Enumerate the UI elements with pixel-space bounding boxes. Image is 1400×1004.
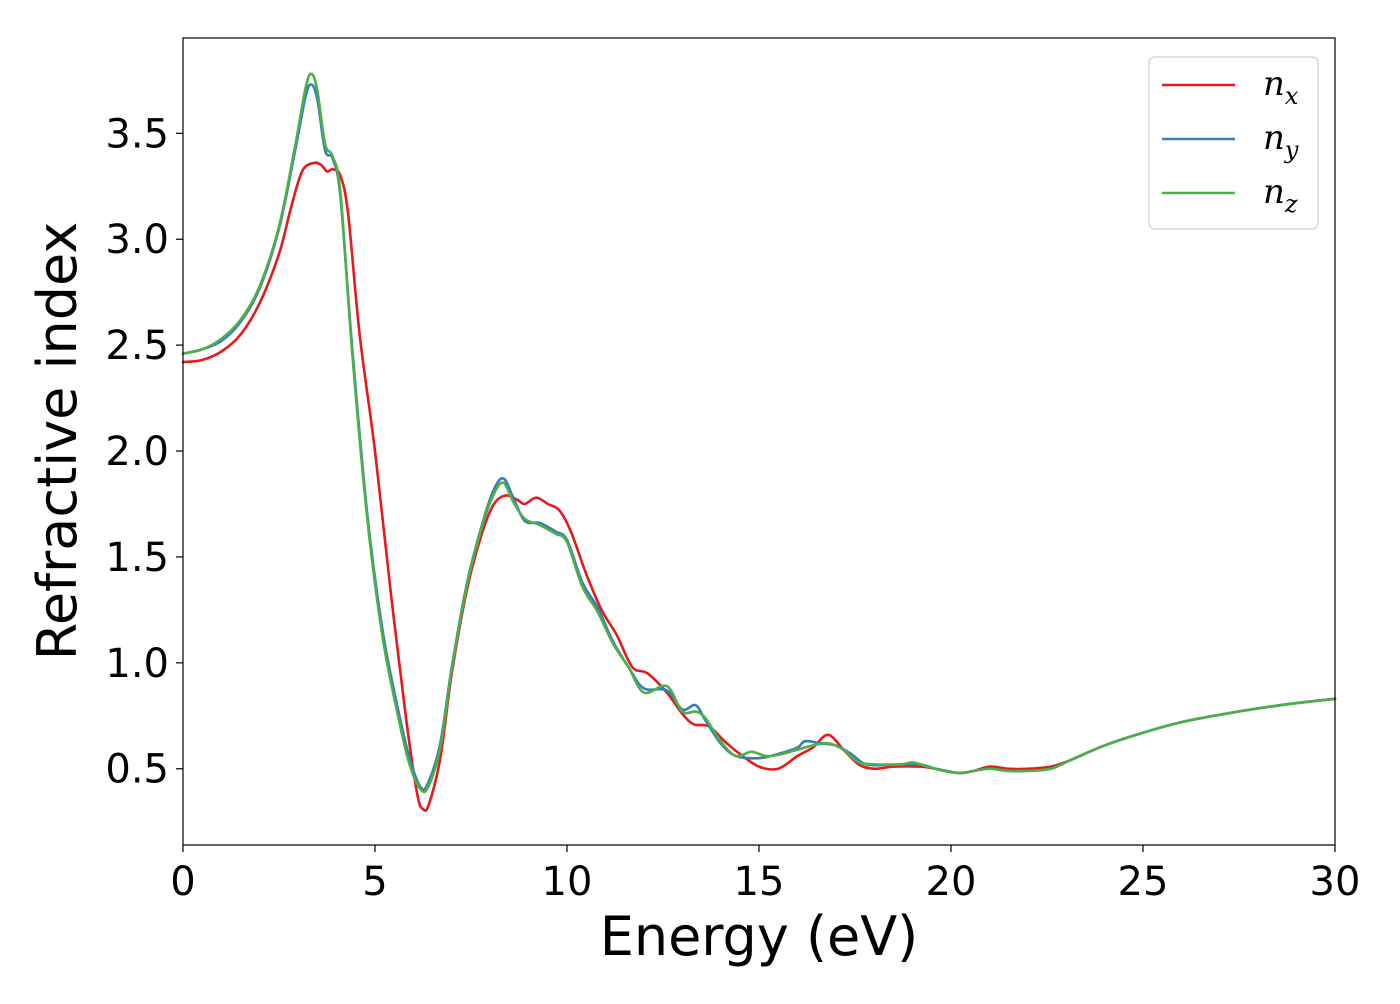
x-tick-label: 15 xyxy=(734,859,785,905)
x-tick-label: 5 xyxy=(362,859,387,905)
y-axis-ticks: 0.5 1.0 1.5 2.0 2.5 3.0 3.5 xyxy=(105,111,183,793)
legend-label-z: nz xyxy=(1263,172,1298,218)
y-tick-label: 3.0 xyxy=(105,217,169,263)
x-tick-label: 10 xyxy=(542,859,593,905)
series-line-n-x xyxy=(181,161,1337,813)
y-axis-title: Refractive index xyxy=(26,222,89,661)
legend: nx ny nz xyxy=(1148,56,1319,230)
x-axis-title: Energy (eV) xyxy=(600,905,919,968)
x-tick-label: 30 xyxy=(1310,859,1361,905)
legend-label-x: nx xyxy=(1263,64,1299,110)
x-tick-label: 25 xyxy=(1118,859,1169,905)
series-layer xyxy=(181,72,1337,813)
x-axis-ticks: 0 5 10 15 20 25 30 xyxy=(170,845,1360,905)
y-tick-label: 0.5 xyxy=(105,747,169,793)
x-tick-label: 20 xyxy=(926,859,977,905)
series-line-n-z xyxy=(181,72,1337,794)
x-tick-label: 0 xyxy=(170,859,195,905)
y-tick-label: 2.5 xyxy=(105,323,169,369)
legend-label-y: ny xyxy=(1263,118,1299,164)
legend-box xyxy=(1148,56,1319,230)
y-tick-label: 1.0 xyxy=(105,641,169,687)
y-tick-label: 1.5 xyxy=(105,535,169,581)
y-tick-label: 2.0 xyxy=(105,429,169,475)
y-tick-label: 3.5 xyxy=(105,111,169,157)
legend-entries: nx ny nz xyxy=(1162,64,1299,218)
